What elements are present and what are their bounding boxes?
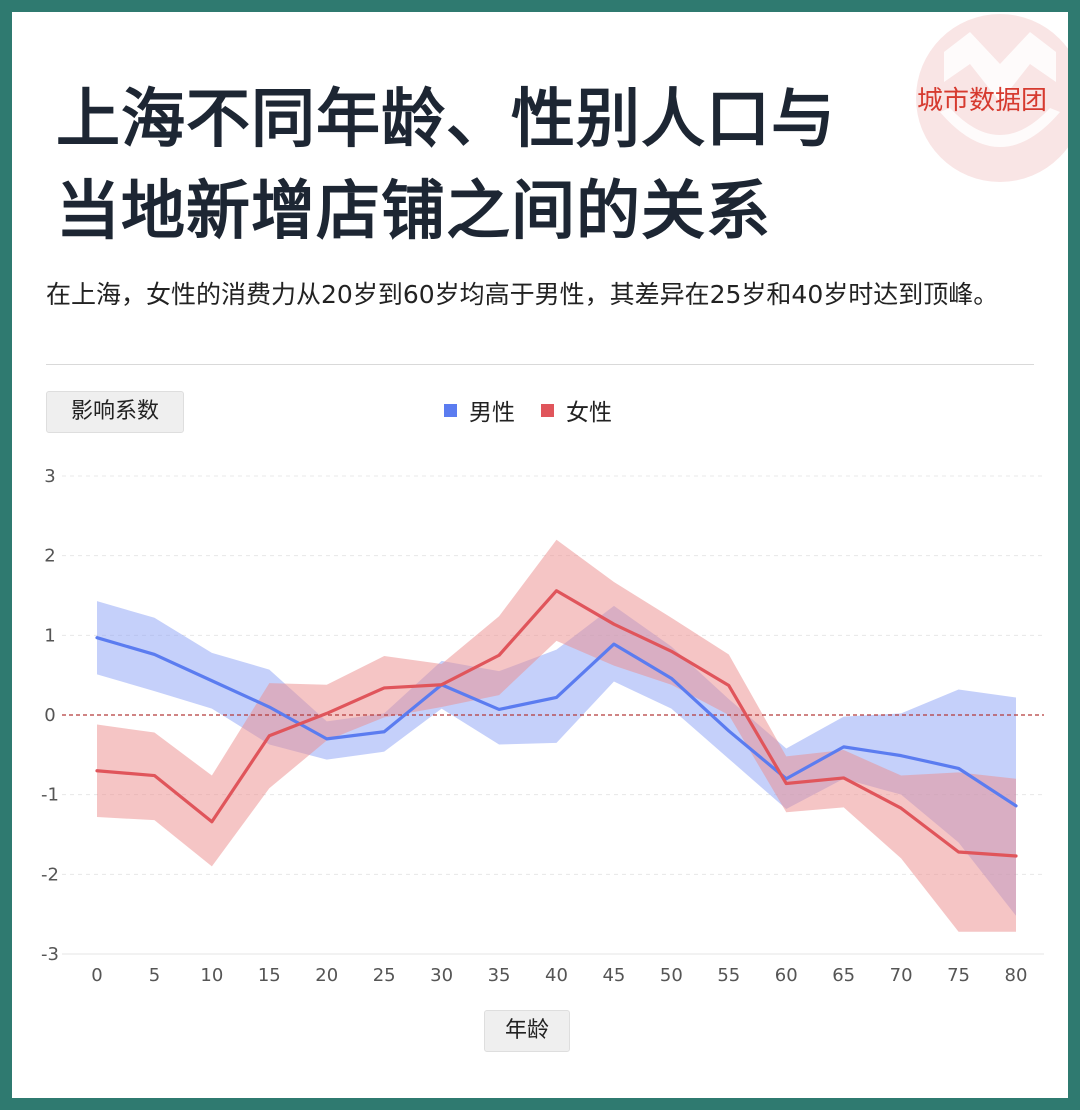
legend-item-male[interactable]: 男性 (444, 393, 515, 427)
x-tick-label: 5 (149, 965, 160, 986)
y-tick-label: 1 (44, 625, 55, 646)
series-line-female (95, 589, 1018, 858)
series-line-male (95, 636, 1018, 808)
legend-swatch-female (541, 403, 554, 417)
x-tick-label: 65 (832, 965, 855, 986)
x-tick-label: 15 (258, 965, 281, 986)
x-axis-label: 年龄 (484, 1010, 570, 1052)
x-tick-label: 20 (315, 965, 338, 986)
legend-label-male: 男性 (469, 400, 515, 426)
brand-logo-icon (916, 14, 1068, 182)
x-tick-label: 25 (373, 965, 396, 986)
brand-name: 城市数据团 (917, 86, 1048, 116)
chart-card: 上海不同年龄、性别人口与 当地新增店铺之间的关系 城市数据团 在上海，女性的消费… (12, 12, 1068, 1098)
x-tick-label: 45 (602, 965, 625, 986)
divider (46, 364, 1034, 365)
y-tick-label: 3 (44, 466, 55, 487)
x-tick-label: 80 (1005, 965, 1028, 986)
y-tick-label: -2 (41, 864, 59, 885)
x-tick-label: 0 (91, 965, 102, 986)
legend-label-female: 女性 (566, 400, 612, 426)
legend-swatch-male (444, 403, 457, 417)
x-tick-label: 60 (775, 965, 798, 986)
y-axis-label: 影响系数 (46, 391, 184, 433)
x-tick-label: 35 (488, 965, 511, 986)
confidence-band-female (97, 539, 1016, 932)
page-title: 上海不同年龄、性别人口与 当地新增店铺之间的关系 (56, 74, 836, 258)
y-tick-label: 0 (44, 705, 55, 726)
x-tick-label: 30 (430, 965, 453, 986)
x-tick-label: 50 (660, 965, 683, 986)
x-tick-label: 75 (947, 965, 970, 986)
legend-item-female[interactable]: 女性 (541, 393, 612, 427)
y-tick-label: -1 (41, 785, 59, 806)
subtitle: 在上海，女性的消费力从20岁到60岁均高于男性，其差异在25岁和40岁时达到顶峰… (46, 280, 999, 309)
title-line-1: 上海不同年龄、性别人口与 (56, 83, 836, 157)
x-tick-label: 10 (200, 965, 223, 986)
y-tick-label: -3 (41, 944, 59, 965)
x-tick-label: 70 (890, 965, 913, 986)
x-tick-label: 40 (545, 965, 568, 986)
legend: 男性 女性 (444, 393, 612, 427)
title-line-2: 当地新增店铺之间的关系 (56, 175, 771, 249)
y-tick-label: 2 (44, 546, 55, 567)
x-tick-label: 55 (717, 965, 740, 986)
